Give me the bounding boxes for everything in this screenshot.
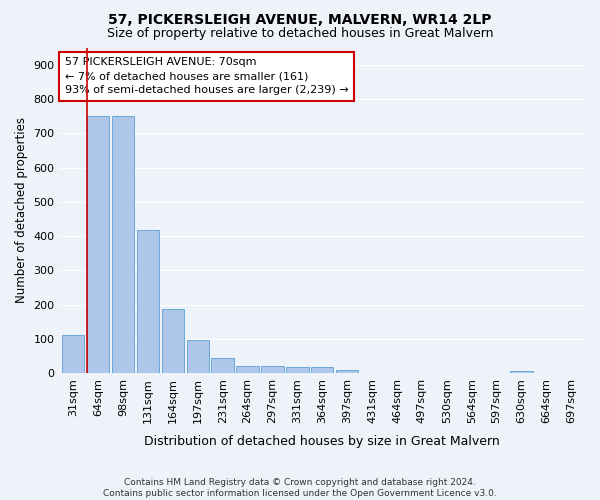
Bar	[87, 116, 109, 374]
Bar	[261, 366, 284, 374]
Bar	[311, 366, 334, 374]
Text: Contains HM Land Registry data © Crown copyright and database right 2024.
Contai: Contains HM Land Registry data © Crown c…	[103, 478, 497, 498]
Bar	[236, 366, 259, 374]
Bar	[137, 230, 159, 374]
X-axis label: Distribution of detached houses by size in Great Malvern: Distribution of detached houses by size …	[145, 434, 500, 448]
Bar	[187, 340, 209, 374]
Bar	[510, 370, 533, 374]
Bar	[62, 335, 85, 374]
Text: 57 PICKERSLEIGH AVENUE: 70sqm
← 7% of detached houses are smaller (161)
93% of s: 57 PICKERSLEIGH AVENUE: 70sqm ← 7% of de…	[65, 58, 349, 96]
Bar	[112, 116, 134, 374]
Y-axis label: Number of detached properties: Number of detached properties	[15, 118, 28, 304]
Bar	[211, 358, 234, 374]
Bar	[336, 370, 358, 374]
Text: Size of property relative to detached houses in Great Malvern: Size of property relative to detached ho…	[107, 28, 493, 40]
Bar	[161, 309, 184, 374]
Bar	[286, 366, 308, 374]
Text: 57, PICKERSLEIGH AVENUE, MALVERN, WR14 2LP: 57, PICKERSLEIGH AVENUE, MALVERN, WR14 2…	[108, 12, 492, 26]
